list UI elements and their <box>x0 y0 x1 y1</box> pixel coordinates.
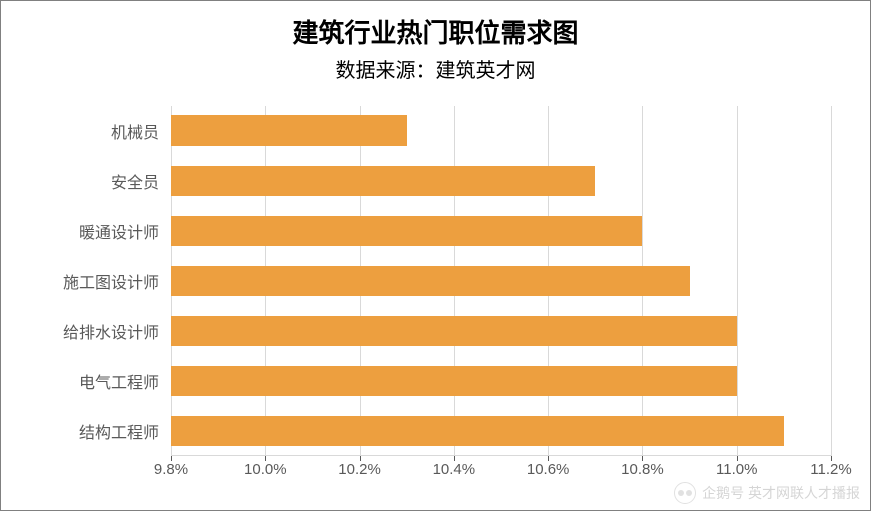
x-tick-label: 10.2% <box>338 461 381 478</box>
bars-layer: 结构工程师 电气工程师 给排水设计师施工图设计师暖通设计师 安全员 机械员 <box>171 106 831 456</box>
x-tick-label: 11.0% <box>716 461 757 478</box>
category-label: 安全员 <box>111 169 171 193</box>
category-label: 电气工程师 <box>79 369 171 393</box>
bar-row: 电气工程师 <box>171 366 831 397</box>
x-tick-label: 10.4% <box>433 461 476 478</box>
category-label: 结构工程师 <box>79 419 171 443</box>
plot-area: 9.8%10.0%10.2%10.4%10.6%10.8%11.0%11.2% … <box>171 106 831 456</box>
bar-row: 安全员 <box>171 166 831 197</box>
chart-title: 建筑行业热门职位需求图 <box>1 13 870 50</box>
category-label: 机械员 <box>111 119 171 143</box>
bar-row: 给排水设计师 <box>171 316 831 347</box>
category-label: 给排水设计师 <box>63 319 171 343</box>
watermark-text: 企鹅号 英才网联人才播报 <box>702 483 860 503</box>
category-label: 暖通设计师 <box>79 219 171 243</box>
x-tick-label: 10.6% <box>527 461 570 478</box>
title-block: 建筑行业热门职位需求图 数据来源：建筑英才网 <box>1 1 870 83</box>
x-tick-label: 10.8% <box>621 461 664 478</box>
bar <box>171 166 595 197</box>
bar <box>171 216 642 247</box>
x-tick-label: 11.2% <box>810 461 851 478</box>
bar-row: 暖通设计师 <box>171 216 831 247</box>
gridline <box>831 106 832 456</box>
bar <box>171 115 407 146</box>
bar-row: 施工图设计师 <box>171 266 831 297</box>
bar <box>171 416 784 447</box>
bar-row: 结构工程师 <box>171 416 831 447</box>
bar-row: 机械员 <box>171 115 831 146</box>
bar <box>171 266 690 297</box>
x-baseline <box>171 455 831 456</box>
chart-container: 建筑行业热门职位需求图 数据来源：建筑英才网 9.8%10.0%10.2%10.… <box>0 0 871 511</box>
chart-subtitle: 数据来源：建筑英才网 <box>1 54 870 83</box>
x-tick-label: 9.8% <box>154 461 188 478</box>
x-tick-label: 10.0% <box>244 461 287 478</box>
watermark: 企鹅号 英才网联人才播报 <box>674 482 860 504</box>
bar <box>171 366 737 397</box>
penguin-icon <box>674 482 696 504</box>
bar <box>171 316 737 347</box>
category-label: 施工图设计师 <box>63 269 171 293</box>
